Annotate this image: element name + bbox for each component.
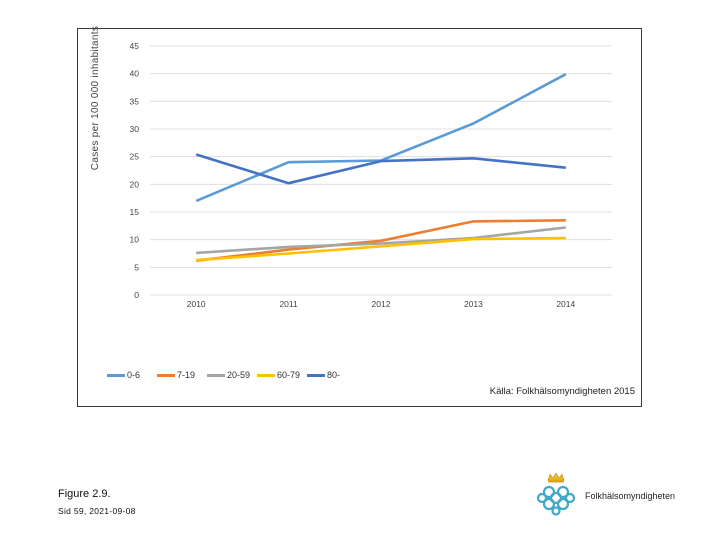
- x-tick-label: 2013: [464, 299, 483, 309]
- legend-item: 60-79: [257, 370, 307, 380]
- series-line-80: [195, 153, 566, 185]
- series-line-0-6: [195, 73, 567, 203]
- legend-label: 7-19: [177, 370, 196, 380]
- y-tick-label: 15: [130, 207, 140, 217]
- y-tick-label: 35: [130, 96, 140, 106]
- series-line-60-79: [196, 236, 566, 262]
- legend-label: 60-79: [277, 370, 301, 380]
- page-footnote: Sid 59, 2021-09-08: [58, 506, 136, 516]
- series-lines: [195, 73, 567, 262]
- chart-frame: [77, 28, 642, 407]
- gridlines: [150, 45, 612, 296]
- logo-wordmark: Folkhälsomyndigheten: [585, 491, 676, 501]
- y-tick-label: 0: [134, 290, 139, 300]
- legend-item: 20-59: [207, 370, 257, 380]
- legend-swatch: [157, 373, 175, 377]
- legend-swatch: [207, 373, 225, 377]
- series-line-7-19: [196, 219, 566, 262]
- legend-item: 7-19: [157, 370, 207, 380]
- x-axis-ticks: 2010 2011 2012 2013 2014: [187, 299, 576, 309]
- y-tick-label: 25: [130, 152, 140, 162]
- legend-swatch: [257, 373, 275, 377]
- y-tick-label: 45: [130, 41, 140, 51]
- x-tick-label: 2010: [187, 299, 206, 309]
- x-tick-label: 2014: [556, 299, 575, 309]
- crown-icon: [547, 472, 565, 483]
- y-tick-label: 40: [130, 69, 140, 79]
- legend-label: 20-59: [227, 370, 251, 380]
- legend-label: 80-: [327, 370, 341, 380]
- legend: 0-6 7-19 20-59 60-79 80-: [107, 370, 357, 380]
- legend-item: 80-: [307, 370, 357, 380]
- series-line-20-59: [196, 226, 566, 255]
- legend-swatch: [107, 373, 125, 377]
- knot-emblem-icon: [536, 485, 576, 516]
- source-note: Källa: Folkhälsomyndigheten 2015: [489, 386, 635, 397]
- y-tick-label: 20: [130, 179, 140, 189]
- y-tick-label: 5: [134, 262, 139, 272]
- x-tick-label: 2012: [372, 299, 391, 309]
- x-tick-label: 2011: [279, 299, 298, 309]
- legend-item: 0-6: [107, 370, 157, 380]
- y-tick-label: 30: [130, 124, 140, 134]
- folkhalsomyndigheten-logo: [536, 472, 576, 516]
- y-tick-label: 10: [130, 235, 140, 245]
- y-axis-ticks: 0 5 10 15 20 25 30 35 40 45: [130, 41, 140, 300]
- legend-swatch: [307, 373, 325, 377]
- legend-label: 0-6: [127, 370, 141, 380]
- figure-caption: Figure 2.9.: [58, 488, 111, 500]
- y-axis-title: Cases per 100 000 inhabitants: [90, 25, 101, 171]
